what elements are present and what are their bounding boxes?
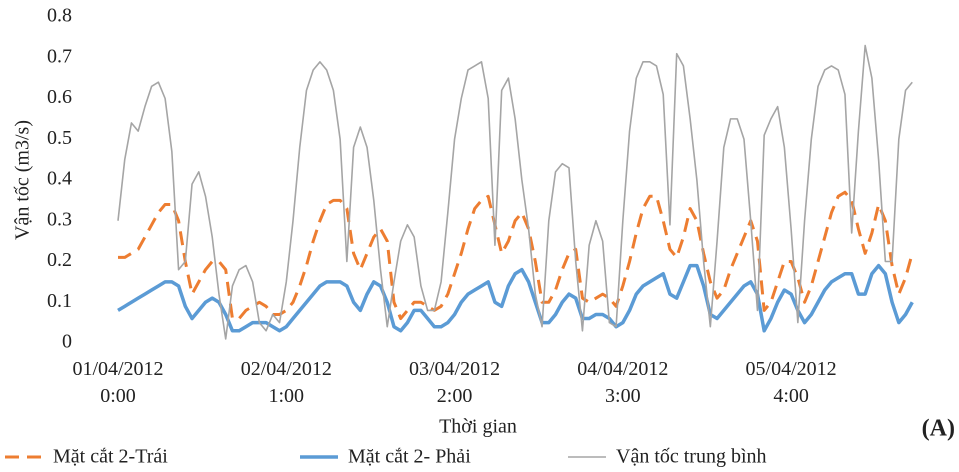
legend-label: Mặt cắt 2- Phải — [348, 446, 471, 468]
series-line — [117, 44, 913, 340]
y-tick-label: 0 — [62, 331, 72, 353]
series-line — [118, 190, 914, 321]
y-tick-label: 0.1 — [47, 290, 72, 312]
x-axis-label: Thời gian — [439, 416, 517, 438]
legend-label: Vận tốc trung bình — [616, 446, 767, 468]
y-tick-label: 0.7 — [47, 45, 72, 67]
y-tick-label: 0.8 — [47, 5, 72, 27]
legend-label: Mặt cắt 2-Trái — [53, 446, 168, 468]
x-tick-label: 01/04/2012 0:00 — [72, 358, 163, 407]
y-tick-label: 0.4 — [47, 168, 72, 190]
y-tick-label: 0.6 — [47, 86, 72, 108]
series-line — [117, 263, 914, 333]
y-tick-label: 0.5 — [47, 127, 72, 149]
x-tick-label: 02/04/2012 1:00 — [241, 358, 332, 407]
annotation: (A) — [922, 416, 955, 442]
y-tick-label: 0.3 — [47, 208, 72, 230]
x-tick-label: 04/04/2012 3:00 — [577, 358, 668, 407]
y-tick-label: 0.2 — [47, 249, 72, 271]
y-axis-label: Vận tốc (m3/s) — [12, 120, 34, 240]
x-tick-label: 03/04/2012 2:00 — [409, 358, 500, 407]
x-tick-label: 05/04/2012 4:00 — [746, 358, 837, 407]
